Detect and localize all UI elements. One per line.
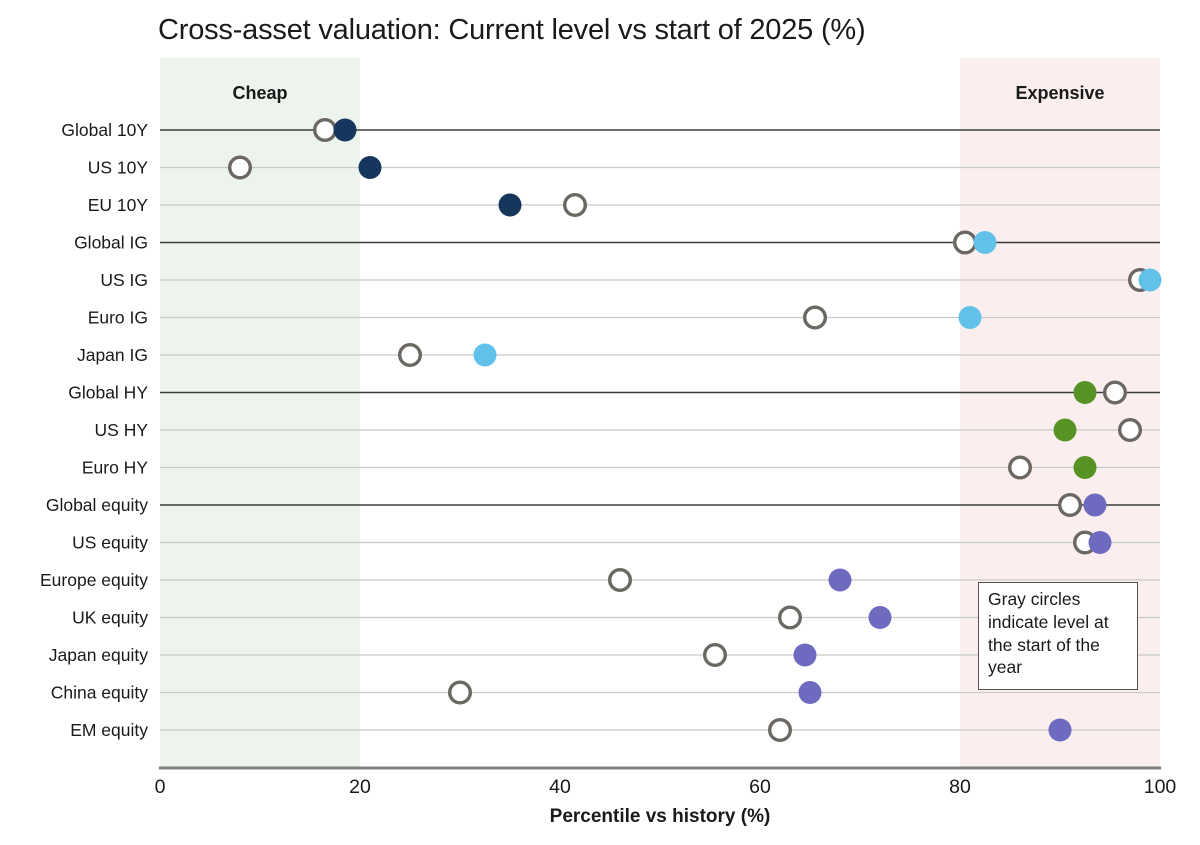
category-label: EU 10Y bbox=[88, 195, 149, 215]
category-label: Japan equity bbox=[49, 645, 148, 665]
current-marker bbox=[828, 568, 852, 592]
category-label: China equity bbox=[51, 683, 149, 703]
region-label-expensive: Expensive bbox=[1015, 83, 1104, 103]
category-label: US equity bbox=[72, 533, 148, 553]
current-marker bbox=[1088, 531, 1112, 554]
start-marker bbox=[703, 643, 728, 668]
category-label: Global equity bbox=[46, 495, 148, 515]
current-marker bbox=[1048, 718, 1072, 742]
x-tick-label: 80 bbox=[949, 776, 971, 798]
category-label: Global IG bbox=[74, 233, 148, 253]
current-marker bbox=[498, 193, 522, 217]
category-label: Euro IG bbox=[88, 308, 148, 328]
region-cheap bbox=[160, 58, 360, 768]
start-marker bbox=[778, 605, 803, 630]
category-label: Global 10Y bbox=[61, 120, 148, 140]
x-tick-label: 0 bbox=[155, 776, 166, 798]
current-marker bbox=[473, 343, 497, 367]
current-marker bbox=[1073, 381, 1097, 404]
category-label: Global HY bbox=[68, 383, 148, 403]
x-tick-label: 20 bbox=[349, 776, 371, 798]
current-marker bbox=[793, 643, 817, 667]
start-marker bbox=[398, 343, 423, 368]
x-tick-label: 100 bbox=[1144, 776, 1177, 798]
current-marker bbox=[868, 606, 892, 629]
category-label: UK equity bbox=[72, 608, 148, 628]
category-label: US HY bbox=[95, 420, 149, 440]
start-marker bbox=[1102, 380, 1127, 405]
start-marker bbox=[1057, 493, 1082, 518]
current-marker bbox=[1138, 268, 1162, 292]
start-marker bbox=[768, 718, 793, 743]
chart-title: Cross-asset valuation: Current level vs … bbox=[158, 14, 866, 46]
start-marker bbox=[1117, 418, 1142, 443]
x-axis-title: Percentile vs history (%) bbox=[549, 806, 771, 827]
start-marker bbox=[1008, 455, 1033, 480]
current-marker bbox=[958, 306, 982, 329]
annotation-box: Gray circles indicate level at the start… bbox=[978, 582, 1138, 690]
current-marker bbox=[358, 156, 382, 179]
start-marker bbox=[608, 568, 633, 593]
current-marker bbox=[798, 681, 822, 704]
start-marker bbox=[313, 117, 338, 142]
category-label: Euro HY bbox=[82, 458, 148, 478]
category-label: EM equity bbox=[70, 720, 148, 740]
start-marker bbox=[803, 305, 828, 330]
annotation-text: Gray circles indicate level at the start… bbox=[988, 589, 1109, 678]
start-marker bbox=[448, 680, 473, 705]
category-label: US 10Y bbox=[88, 158, 149, 178]
start-marker bbox=[953, 230, 978, 255]
current-marker bbox=[1053, 418, 1077, 442]
x-tick-label: 60 bbox=[749, 776, 771, 798]
current-marker bbox=[1073, 456, 1097, 479]
region-label-cheap: Cheap bbox=[232, 83, 287, 103]
category-label: Japan IG bbox=[77, 345, 148, 365]
current-marker bbox=[333, 118, 357, 142]
current-marker bbox=[1083, 493, 1107, 517]
x-tick-label: 40 bbox=[549, 776, 571, 798]
category-label: Europe equity bbox=[40, 570, 148, 590]
current-marker bbox=[973, 231, 997, 254]
start-marker bbox=[563, 192, 588, 217]
category-label: US IG bbox=[100, 270, 148, 290]
start-marker bbox=[227, 155, 252, 180]
